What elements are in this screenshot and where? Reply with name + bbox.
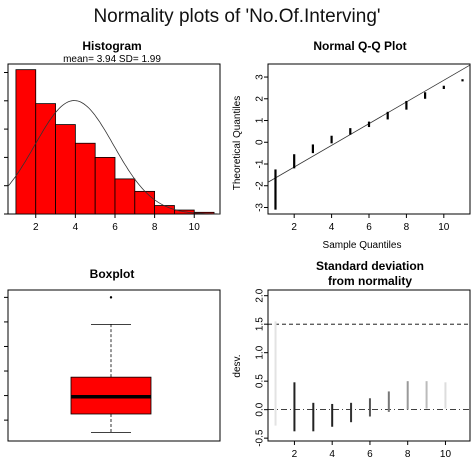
histogram-bar-7 [134,190,156,215]
qq-x-tick-label: 6 [366,222,372,233]
qq-x-tick-label: 8 [404,222,410,233]
histogram-x-axis: 2 4 6 8 10 [4,71,201,233]
qq-y-tick-label: -1 [255,159,266,168]
qq-x-tick-label: 2 [291,222,297,233]
deviation-segments [274,321,447,432]
qq-x-axis-label: Sample Quantiles [323,240,402,251]
deviation-y-tick-label: -0.5 [255,429,266,447]
deviation-x-tick-label: 4 [329,449,335,460]
deviation-y-tick-label: 2.0 [255,288,266,302]
deviation-y-tick-label: 1.5 [255,317,266,331]
deviation-subtitle: from normality [328,274,412,288]
boxplot-outlier [109,296,113,299]
qq-plot-frame [267,63,471,215]
boxplot-elements [70,296,152,433]
qq-y-tick-label: 0 [255,139,266,145]
deviation-title: Standard deviation [316,259,424,273]
histogram-panel: Histogram mean= 3.94 SD= 1.99 2 4 6 8 10 [4,39,221,233]
histogram-subtitle: mean= 3.94 SD= 1.99 [63,54,161,65]
qq-y-tick-label: 2 [255,96,266,102]
histogram-x-tick-label: 4 [73,222,79,233]
histogram-bars [15,69,215,215]
deviation-reference-lines [268,323,470,411]
qq-plot-panel: Normal Q-Q Plot 2 4 6 8 10 -3 -2 -1 0 1 2 3 Sample… [232,39,471,251]
histogram-bar-4 [74,142,96,215]
histogram-bar-3 [55,124,76,215]
deviation-x-tick-label: 10 [440,449,452,460]
deviation-x-tick-label: 8 [405,449,411,460]
qq-y-tick-label: 1 [255,117,266,123]
deviation-plot-frame [267,289,471,442]
qq-y-tick-label: -2 [255,181,266,190]
boxplot-plot-frame [7,289,221,442]
deviation-x-tick-label: 2 [292,449,298,460]
histogram-x-tick-label: 2 [33,222,39,233]
boxplot-panel: Boxplot [4,267,221,442]
qq-y-axis: -3 -2 -1 0 1 2 3 [255,74,268,212]
qq-plot-title: Normal Q-Q Plot [313,39,406,53]
qq-x-tick-label: 4 [329,222,335,233]
boxplot-title: Boxplot [90,267,135,281]
qq-y-axis-label: Theoretical Quantiles [232,96,243,191]
histogram-bar-6 [114,178,136,215]
boxplot-y-axis [4,296,8,421]
deviation-x-axis: 2 4 6 8 10 [292,441,452,460]
deviation-x-tick-label: 6 [367,449,373,460]
histogram-bar-8 [154,205,175,215]
page-title: Normality plots of 'No.Of.Interving' [93,6,381,27]
histogram-bar-1 [15,69,37,215]
deviation-y-axis: -0.5 0.0 0.5 1.0 1.5 2.0 [255,288,268,447]
deviation-y-tick-label: 0.0 [255,402,266,416]
deviation-y-axis-label: desv. [232,354,243,377]
histogram-bar-5 [94,156,116,215]
deviation-y-tick-label: 1.0 [255,345,266,359]
deviation-y-tick-label: 0.5 [255,374,266,388]
deviation-panel: Standard deviation from normality 2 4 6 8 10… [232,259,471,460]
qq-x-tick-label: 10 [438,222,450,233]
histogram-x-tick-label: 6 [112,222,118,233]
histogram-x-tick-label: 8 [152,222,158,233]
histogram-bar-2 [35,103,56,215]
qq-y-tick-label: 3 [255,74,266,80]
normal-density-curve [7,100,220,215]
histogram-x-tick-label: 10 [189,222,201,233]
histogram-title: Histogram [82,39,141,53]
qq-y-tick-label: -3 [255,203,266,212]
qq-points [274,79,464,210]
qq-x-axis: 2 4 6 8 10 [291,214,450,233]
